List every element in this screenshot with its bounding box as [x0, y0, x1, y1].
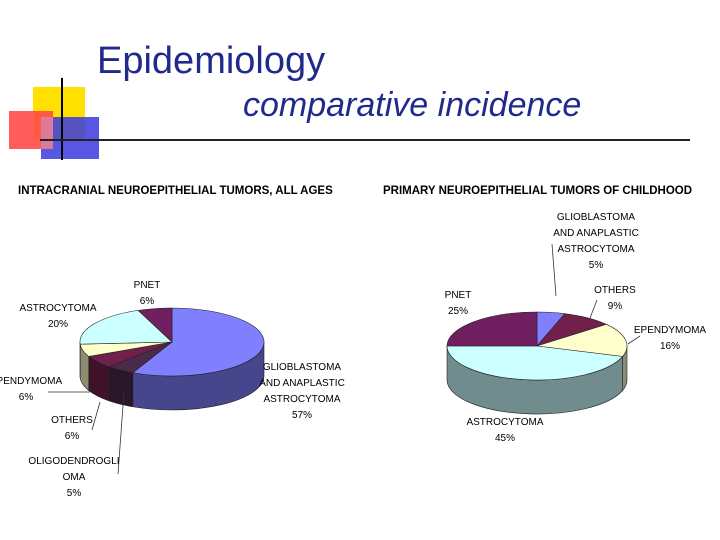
slice-label-1-3: EPENDYMOMA6%	[0, 376, 62, 403]
slice-label-1-0: GLIOBLASTOMA AND ANAPLASTIC ASTROCYTOMA 57%	[259, 362, 345, 421]
slice-label-1-5: PNET 6%	[134, 280, 161, 307]
slice-label-1-1: OLIGODENDROGLI OMA 5%	[28, 456, 119, 499]
slice-label-2-3: ASTROCYTOMA 45%	[466, 417, 543, 444]
pie-slice-1-0	[132, 307, 265, 377]
pie-slice-1-4	[79, 310, 173, 345]
pie-chart-1: GLIOBLASTOMA AND ANAPLASTIC ASTROCYTOMA 57%…	[0, 280, 345, 499]
chart-all-ages-title: INTRACRANIAL NEUROEPITHELIAL TUMORS, ALL…	[18, 185, 333, 197]
pie-chart-2: GLIOBLASTOMA AND ANAPLASTIC ASTROCYTOMA 5% O…	[445, 212, 707, 444]
leader-line-2-2	[627, 335, 641, 345]
pie-slice-2-4	[446, 311, 538, 347]
leader-line-2-1	[589, 299, 598, 319]
slide-subtitle: comparative incidence	[243, 86, 582, 124]
slice-label-1-4: ASTROCYTOMA 20%	[19, 303, 96, 330]
slice-label-2-1: OTHERS 9%	[594, 285, 636, 312]
slice-label-2-2: EPENDYMOMA 16%	[634, 325, 707, 352]
slice-label-2-4: PNET 25%	[445, 290, 472, 317]
leader-line-1-1	[117, 391, 125, 475]
slice-label-1-2: OTHERS 6%	[51, 415, 93, 442]
slide-title: Epidemiology	[97, 40, 326, 82]
slice-label-2-0: GLIOBLASTOMA AND ANAPLASTIC ASTROCYTOMA 5%	[553, 212, 639, 271]
pie-side-1-1	[108, 366, 134, 408]
pie-slice-1-5	[137, 307, 173, 343]
chart-childhood-title: PRIMARY NEUROEPITHELIAL TUMORS OF CHILDH…	[383, 185, 693, 197]
leader-line-2-0	[551, 243, 557, 297]
leader-line-1-2	[91, 401, 101, 431]
pie-slice-2-3	[446, 345, 624, 381]
